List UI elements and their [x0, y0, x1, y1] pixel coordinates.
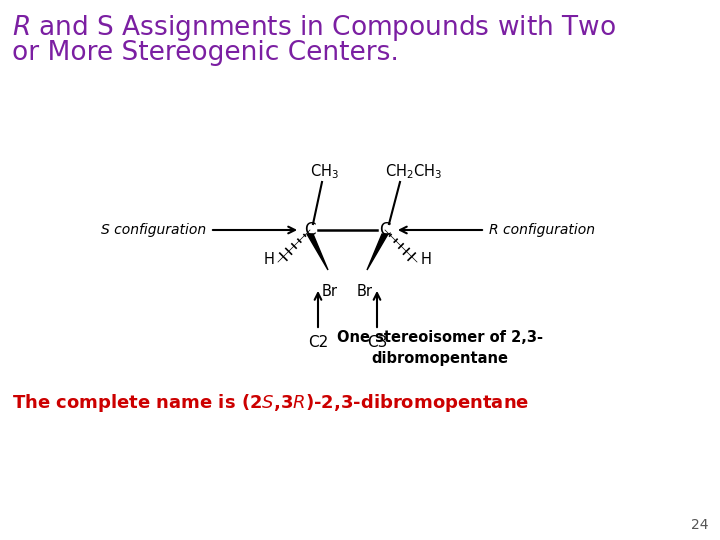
Text: H: H [264, 253, 274, 267]
Polygon shape [367, 234, 388, 270]
Text: C: C [305, 221, 316, 239]
Text: The complete name is (2$\it{S}$,3$\it{R}$)-2,3-dibromopentane: The complete name is (2$\it{S}$,3$\it{R}… [12, 392, 529, 414]
Polygon shape [307, 234, 328, 270]
Text: R configuration: R configuration [489, 223, 595, 237]
Text: One stereoisomer of 2,3-
dibromopentane: One stereoisomer of 2,3- dibromopentane [337, 330, 543, 366]
Text: or More Stereogenic Centers.: or More Stereogenic Centers. [12, 40, 399, 66]
Text: Br: Br [322, 284, 338, 299]
Text: 24: 24 [690, 518, 708, 532]
Text: C: C [379, 221, 391, 239]
Text: $\it{R}$ and S Assignments in Compounds with Two: $\it{R}$ and S Assignments in Compounds … [12, 13, 616, 43]
Text: Br: Br [357, 284, 373, 299]
Text: C3: C3 [366, 335, 387, 350]
Text: S configuration: S configuration [101, 223, 206, 237]
Text: C2: C2 [308, 335, 328, 350]
Text: CH$_3$: CH$_3$ [310, 163, 338, 181]
Text: H: H [420, 253, 431, 267]
Text: CH$_2$CH$_3$: CH$_2$CH$_3$ [385, 163, 443, 181]
